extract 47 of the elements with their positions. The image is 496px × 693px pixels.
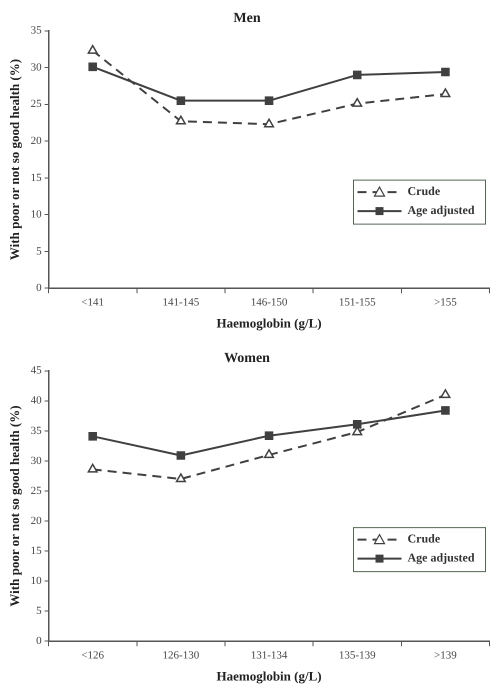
x-tick-label: 135-139 — [338, 650, 376, 662]
legend-label: Crude — [408, 184, 441, 198]
x-tick-label: 126-130 — [162, 650, 200, 662]
y-tick-label: 35 — [30, 424, 42, 437]
legend-label: Crude — [408, 532, 441, 546]
y-tick-label: 35 — [30, 24, 42, 37]
y-tick-label: 10 — [30, 208, 42, 221]
point — [441, 406, 450, 415]
y-tick-label: 40 — [30, 394, 42, 407]
point — [264, 431, 274, 440]
y-tick-label: 5 — [36, 605, 42, 618]
y-tick-label: 15 — [30, 544, 42, 557]
x-axis-title: Haemoglobin (g/L) — [216, 316, 322, 331]
point — [176, 451, 186, 460]
x-tick-label: >155 — [434, 296, 458, 309]
point — [264, 449, 274, 458]
x-tick-label: 131-134 — [250, 650, 288, 662]
y-tick-label: 20 — [30, 135, 42, 148]
x-axis-title: Haemoglobin (g/L) — [216, 668, 322, 684]
x-tick-label: <141 — [81, 296, 104, 309]
y-tick-label: 30 — [30, 61, 42, 74]
y-tick-label: 0 — [36, 282, 42, 294]
y-tick-label: 10 — [30, 575, 42, 587]
legend-label: Age adjusted — [408, 550, 475, 565]
y-tick-label: 5 — [36, 245, 42, 258]
y-tick-label: 15 — [30, 172, 42, 184]
chart-title: Men — [233, 11, 261, 26]
x-tick-label: 146-150 — [250, 296, 288, 309]
point — [88, 464, 98, 473]
x-tick-label: 151-155 — [338, 296, 376, 309]
x-tick-label: <126 — [81, 650, 105, 662]
x-tick-label: >139 — [434, 650, 458, 662]
point — [352, 420, 362, 429]
y-tick-label: 45 — [30, 364, 42, 377]
x-tick-label: 141-145 — [162, 296, 200, 309]
point — [176, 473, 186, 482]
y-tick-label: 25 — [30, 98, 42, 110]
y-tick-label: 0 — [36, 635, 42, 648]
y-tick-label: 30 — [30, 454, 42, 467]
chart-title: Women — [224, 351, 270, 366]
y-axis-title: With poor or not so good health (%) — [7, 58, 22, 260]
point — [440, 389, 450, 398]
y-tick-label: 20 — [30, 514, 42, 527]
point — [88, 432, 97, 441]
legend-label: Age adjusted — [408, 203, 475, 218]
y-tick-label: 25 — [30, 484, 42, 497]
y-axis-title: With poor or not so good health (%) — [7, 405, 22, 607]
